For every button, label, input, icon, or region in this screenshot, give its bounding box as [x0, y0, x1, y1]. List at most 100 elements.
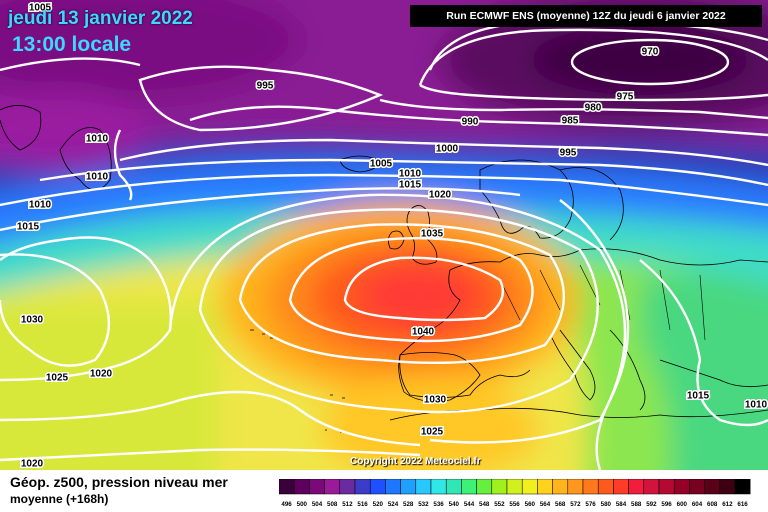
- isobar-label: 1035: [421, 229, 444, 240]
- color-scale: 496 500 504 508 512 516 520 524 528 532 536 540 544 5…: [279, 479, 751, 508]
- color-scale-label: 544: [464, 501, 475, 508]
- run-info: Run ECMWF ENS (moyenne) 12Z du jeudi 6 j…: [410, 5, 762, 27]
- forecast-date: jeudi 13 janvier 2022: [8, 8, 193, 29]
- isobar-label: 1025: [421, 427, 444, 438]
- color-scale-swatch: [461, 479, 477, 495]
- isobar-label: 1020: [429, 190, 452, 201]
- legend-footer: Géop. z500, pression niveau mer moyenne …: [0, 470, 768, 512]
- color-scale-swatch: [628, 479, 645, 495]
- color-scale-label: 580: [601, 501, 612, 508]
- isobar-label: 1010: [29, 200, 52, 211]
- color-scale-swatch: [339, 479, 356, 495]
- color-scale-swatch: [704, 479, 721, 495]
- color-scale-swatch: [567, 479, 584, 495]
- isobar-label: 970: [642, 47, 659, 58]
- color-scale-label: 536: [433, 501, 444, 508]
- color-scale-label: 540: [449, 501, 460, 508]
- color-scale-swatch: [430, 479, 447, 495]
- color-scale-swatch: [673, 479, 690, 495]
- color-scale-swatch: [506, 479, 523, 495]
- color-scale-swatch: [643, 479, 660, 495]
- color-scale-label: 576: [585, 501, 596, 508]
- isobar-label: 1010: [86, 134, 109, 145]
- color-scale-label: 556: [509, 501, 520, 508]
- coastlines: [0, 105, 768, 433]
- isobar-labels: 1005995970975980985990995100010051010101…: [15, 1, 768, 470]
- copyright: Copyright 2022 Meteociel.fr: [350, 456, 481, 467]
- color-scale-swatch: [354, 479, 371, 495]
- isobar-label: 995: [257, 81, 274, 92]
- color-scale-label: 532: [418, 501, 429, 508]
- color-scale-swatch: [552, 479, 569, 495]
- isobars: [0, 20, 768, 470]
- color-scale-swatch: [385, 479, 401, 495]
- weather-map: 1005 995 970 975 980 985 990 995 1000 1005 1010 101…: [0, 0, 768, 470]
- color-scale-label: 596: [661, 501, 672, 508]
- color-scale-label: 612: [722, 501, 733, 508]
- color-scale-swatch: [279, 479, 295, 495]
- isobar-label: 1015: [17, 222, 40, 233]
- isobar-label: 1010: [399, 169, 422, 180]
- color-scale-label: 524: [388, 501, 399, 508]
- geopotential-field: 1005995970975980985990995100010051010101…: [0, 0, 768, 470]
- color-scale-swatch: [293, 479, 310, 495]
- isobar-label: 1015: [399, 180, 422, 191]
- color-scale-label: 564: [540, 501, 551, 508]
- color-scale-label: 588: [631, 501, 642, 508]
- isobar-label: 1025: [46, 373, 69, 384]
- color-scale-label: 528: [403, 501, 414, 508]
- isobar-label: 1015: [687, 391, 710, 402]
- isobar-label: 995: [560, 148, 577, 159]
- color-scale-swatch: [400, 479, 417, 495]
- color-scale-swatch: [369, 479, 386, 495]
- color-scale-swatch: [719, 479, 736, 495]
- color-scale-label: 604: [692, 501, 703, 508]
- isobar-label: 1030: [21, 315, 44, 326]
- isobar-label: 1010: [86, 172, 109, 183]
- color-scale-swatch: [537, 479, 553, 495]
- color-scale-label: 500: [297, 501, 308, 508]
- color-scale-label: 516: [357, 501, 368, 508]
- color-scale-swatch: [309, 479, 325, 495]
- color-scale-swatch: [476, 479, 493, 495]
- isobar-label: 1030: [424, 395, 447, 406]
- color-scale-swatch: [613, 479, 629, 495]
- isobar-label: 1020: [90, 369, 113, 380]
- color-scale-label: 608: [707, 501, 718, 508]
- color-scale-label: 568: [555, 501, 566, 508]
- color-scale-swatch: [324, 479, 341, 495]
- isobar-label: 1000: [436, 144, 459, 155]
- color-scale-swatch: [582, 479, 599, 495]
- isobar-label: 975: [617, 92, 634, 103]
- color-scale-swatch: [658, 479, 675, 495]
- legend-subtitle: moyenne (+168h): [10, 492, 109, 506]
- color-scale-swatch: [415, 479, 432, 495]
- color-scale-label: 520: [373, 501, 384, 508]
- color-scale-label: 560: [525, 501, 536, 508]
- isobar-label: 1010: [745, 400, 768, 411]
- color-scale-label: 496: [281, 501, 292, 508]
- color-scale-swatch: [521, 479, 538, 495]
- isobar-label: 1020: [21, 459, 44, 470]
- color-scale-label: 592: [646, 501, 657, 508]
- isobar-label: 985: [562, 116, 579, 127]
- color-scale-label: 552: [494, 501, 505, 508]
- color-scale-label: 616: [737, 501, 748, 508]
- legend-title: Géop. z500, pression niveau mer: [10, 474, 228, 490]
- isobar-label: 990: [462, 117, 479, 128]
- color-scale-swatch: [689, 479, 705, 495]
- color-scale-label: 600: [677, 501, 688, 508]
- color-scale-label: 572: [570, 501, 581, 508]
- color-scale-label: 504: [312, 501, 323, 508]
- color-scale-swatch: [445, 479, 462, 495]
- forecast-time: 13:00 locale: [12, 33, 132, 56]
- isobar-label: 980: [585, 103, 602, 114]
- color-scale-label: 584: [616, 501, 627, 508]
- color-scale-label: 548: [479, 501, 490, 508]
- color-scale-swatch: [491, 479, 508, 495]
- color-scale-label: 512: [342, 501, 353, 508]
- isobar-label: 1005: [29, 3, 52, 14]
- isobar-label: 1040: [412, 327, 435, 338]
- isobar-label: 1005: [370, 159, 393, 170]
- color-scale-label: 508: [327, 501, 338, 508]
